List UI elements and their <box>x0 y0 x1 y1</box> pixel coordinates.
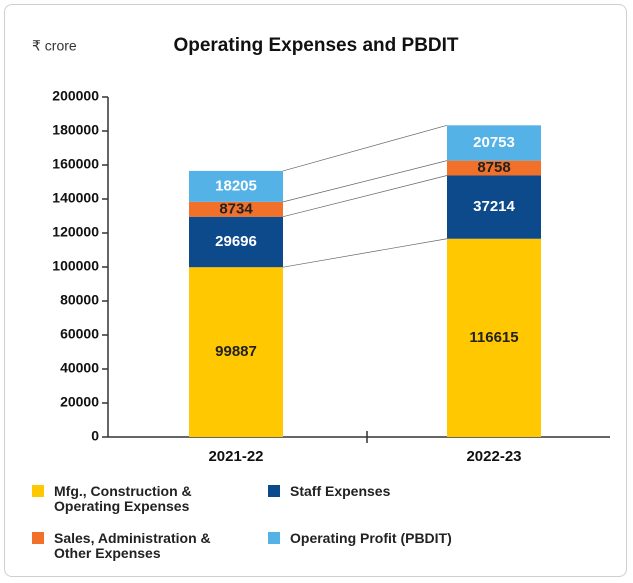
legend-swatch <box>268 532 280 544</box>
x-tick-label: 2021-22 <box>208 448 263 465</box>
x-tick-label: 2022-23 <box>466 448 521 465</box>
y-tick-label: 160000 <box>52 156 99 172</box>
bar-segment <box>447 125 541 161</box>
legend-item: Sales, Administration & Other Expenses <box>32 531 247 561</box>
legend-label: Sales, Administration & Other Expenses <box>54 530 211 561</box>
y-tick-label: 180000 <box>52 122 99 138</box>
chart-title: Operating Expenses and PBDIT <box>173 35 458 56</box>
y-tick-label: 140000 <box>52 190 99 206</box>
data-label: 18205 <box>215 177 257 194</box>
y-tick-label: 40000 <box>60 360 99 376</box>
data-label: 99887 <box>215 343 257 360</box>
legend-swatch <box>32 485 44 497</box>
connector-line <box>282 238 448 268</box>
connector-line <box>282 175 448 218</box>
legend-swatch <box>268 485 280 497</box>
data-label: 116615 <box>469 329 518 346</box>
legend-label: Mfg., Construction & Operating Expenses <box>54 483 192 514</box>
connector-line <box>282 124 448 172</box>
y-tick-label: 60000 <box>60 326 99 342</box>
data-label: 8758 <box>477 159 510 176</box>
data-label: 29696 <box>215 233 257 250</box>
legend-item: Mfg., Construction & Operating Expenses <box>32 484 247 514</box>
bar-segment <box>189 201 283 217</box>
bar-segment <box>189 170 283 202</box>
y-tick-label: 120000 <box>52 224 99 240</box>
bar-segment <box>447 175 541 239</box>
connector-line <box>282 160 448 203</box>
data-label: 20753 <box>473 134 515 151</box>
bar-segment <box>447 238 541 437</box>
bar-segment <box>189 267 283 437</box>
legend-item: Staff Expenses <box>268 484 568 499</box>
data-label: 8734 <box>219 200 253 217</box>
y-tick-label: 200000 <box>52 88 99 104</box>
legend-swatch <box>32 532 44 544</box>
frame <box>4 4 627 577</box>
bar-segment <box>189 216 283 268</box>
legend-label: Operating Profit (PBDIT) <box>290 530 452 546</box>
legend-label: Staff Expenses <box>290 483 391 499</box>
y-tick-label: 0 <box>91 428 99 444</box>
bar-segment <box>447 160 541 176</box>
unit-label: ₹ crore <box>32 38 77 54</box>
legend-item: Operating Profit (PBDIT) <box>268 531 568 546</box>
y-tick-label: 80000 <box>60 292 99 308</box>
data-label: 37214 <box>473 198 515 215</box>
y-tick-label: 20000 <box>60 394 99 410</box>
y-tick-label: 100000 <box>52 258 99 274</box>
